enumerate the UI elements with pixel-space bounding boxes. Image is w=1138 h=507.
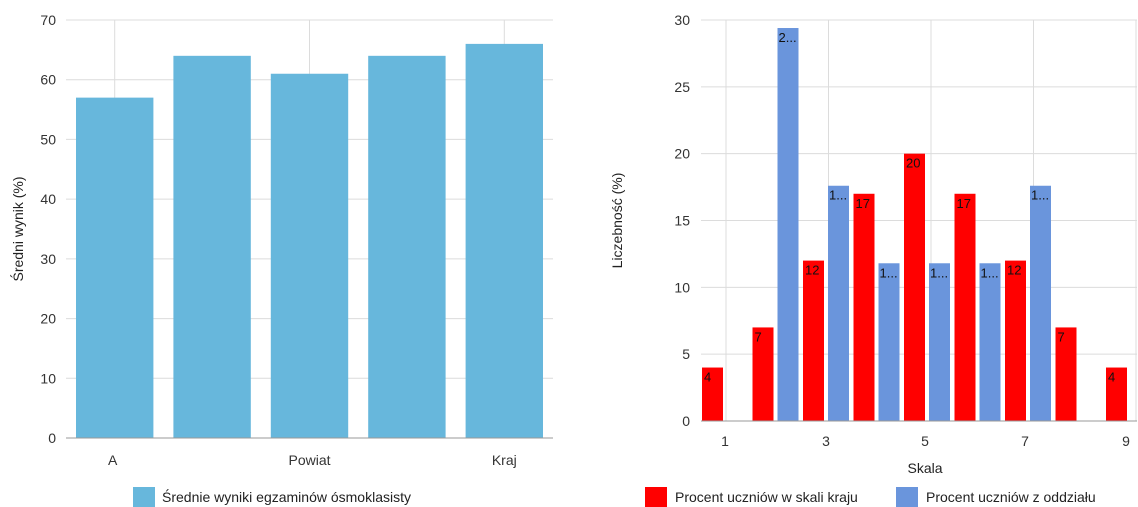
legend-swatch-blue (896, 487, 918, 507)
legend-label-red: Procent uczniów w skali kraju (675, 489, 858, 505)
legend-label-blue: Procent uczniów z oddziału (926, 489, 1096, 505)
data-label-red: 7 (1058, 329, 1065, 344)
data-label-red: 7 (755, 329, 762, 344)
data-label-red: 4 (704, 370, 711, 385)
y-axis-title: Średni wynik (%) (9, 176, 26, 281)
y-tick-label: 10 (674, 279, 690, 295)
data-label-red: 20 (906, 156, 920, 171)
x-tick-label: 7 (1021, 433, 1029, 449)
y-tick-label: 5 (682, 346, 690, 362)
data-label-blue: 1... (829, 188, 847, 203)
y-tick-label: 30 (674, 12, 690, 28)
data-label-blue: 1... (880, 265, 898, 280)
bar-red-1 (752, 327, 774, 421)
bar-red-3 (853, 193, 875, 421)
data-label-blue: 2... (779, 30, 797, 45)
y-tick-label: 20 (674, 146, 690, 162)
bar-1 (173, 55, 251, 438)
y-tick-label: 20 (40, 311, 56, 327)
x-tick-label: 1 (721, 433, 729, 449)
x-tick-label: Powiat (288, 452, 330, 468)
bar-red-6 (1005, 260, 1026, 421)
data-label-red: 4 (1108, 370, 1115, 385)
y-tick-label: 50 (40, 131, 56, 147)
bar-2 (270, 73, 349, 438)
bar-red-8 (1106, 367, 1127, 421)
data-label-blue: 1... (930, 265, 948, 280)
bar-red-7 (1055, 327, 1077, 421)
x-tick-label: A (108, 452, 118, 468)
bar-0 (76, 97, 154, 438)
legend-label: Średnie wyniki egzaminów ósmoklasisty (162, 488, 411, 505)
y-tick-label: 25 (674, 79, 690, 95)
bar-red-0 (702, 367, 723, 421)
data-label-red: 12 (1007, 263, 1021, 278)
x-axis-title: Skala (907, 460, 942, 476)
x-tick-label: 9 (1122, 433, 1130, 449)
x-tick-label: 3 (822, 433, 830, 449)
bar-red-5 (954, 193, 976, 421)
data-label-red: 17 (957, 196, 971, 211)
y-tick-label: 30 (40, 251, 56, 267)
y-tick-label: 60 (40, 72, 56, 88)
x-tick-label: 5 (921, 433, 929, 449)
bar-blue-6 (1030, 185, 1051, 421)
legend-swatch-red (645, 487, 667, 507)
bar-blue-4 (929, 263, 950, 421)
y-axis-title: Liczebność (%) (609, 173, 625, 269)
data-label-red: 12 (805, 263, 819, 278)
y-tick-label: 0 (48, 430, 56, 446)
legend-swatch (133, 487, 155, 507)
data-label-blue: 1... (981, 265, 999, 280)
bar-blue-5 (979, 263, 1001, 421)
y-tick-label: 70 (40, 12, 56, 28)
bar-4 (465, 43, 543, 439)
y-tick-label: 40 (40, 191, 56, 207)
y-tick-label: 15 (674, 213, 690, 229)
data-label-red: 17 (856, 196, 870, 211)
bar-red-4 (904, 153, 925, 421)
bar-blue-2 (828, 185, 849, 421)
data-label-blue: 1... (1031, 188, 1049, 203)
y-tick-label: 0 (682, 413, 690, 429)
bar-blue-3 (878, 263, 900, 421)
y-tick-label: 10 (40, 370, 56, 386)
bar-red-2 (803, 260, 824, 421)
bar-3 (368, 55, 446, 438)
bar-blue-1 (777, 28, 799, 422)
x-tick-label: Kraj (492, 452, 517, 468)
